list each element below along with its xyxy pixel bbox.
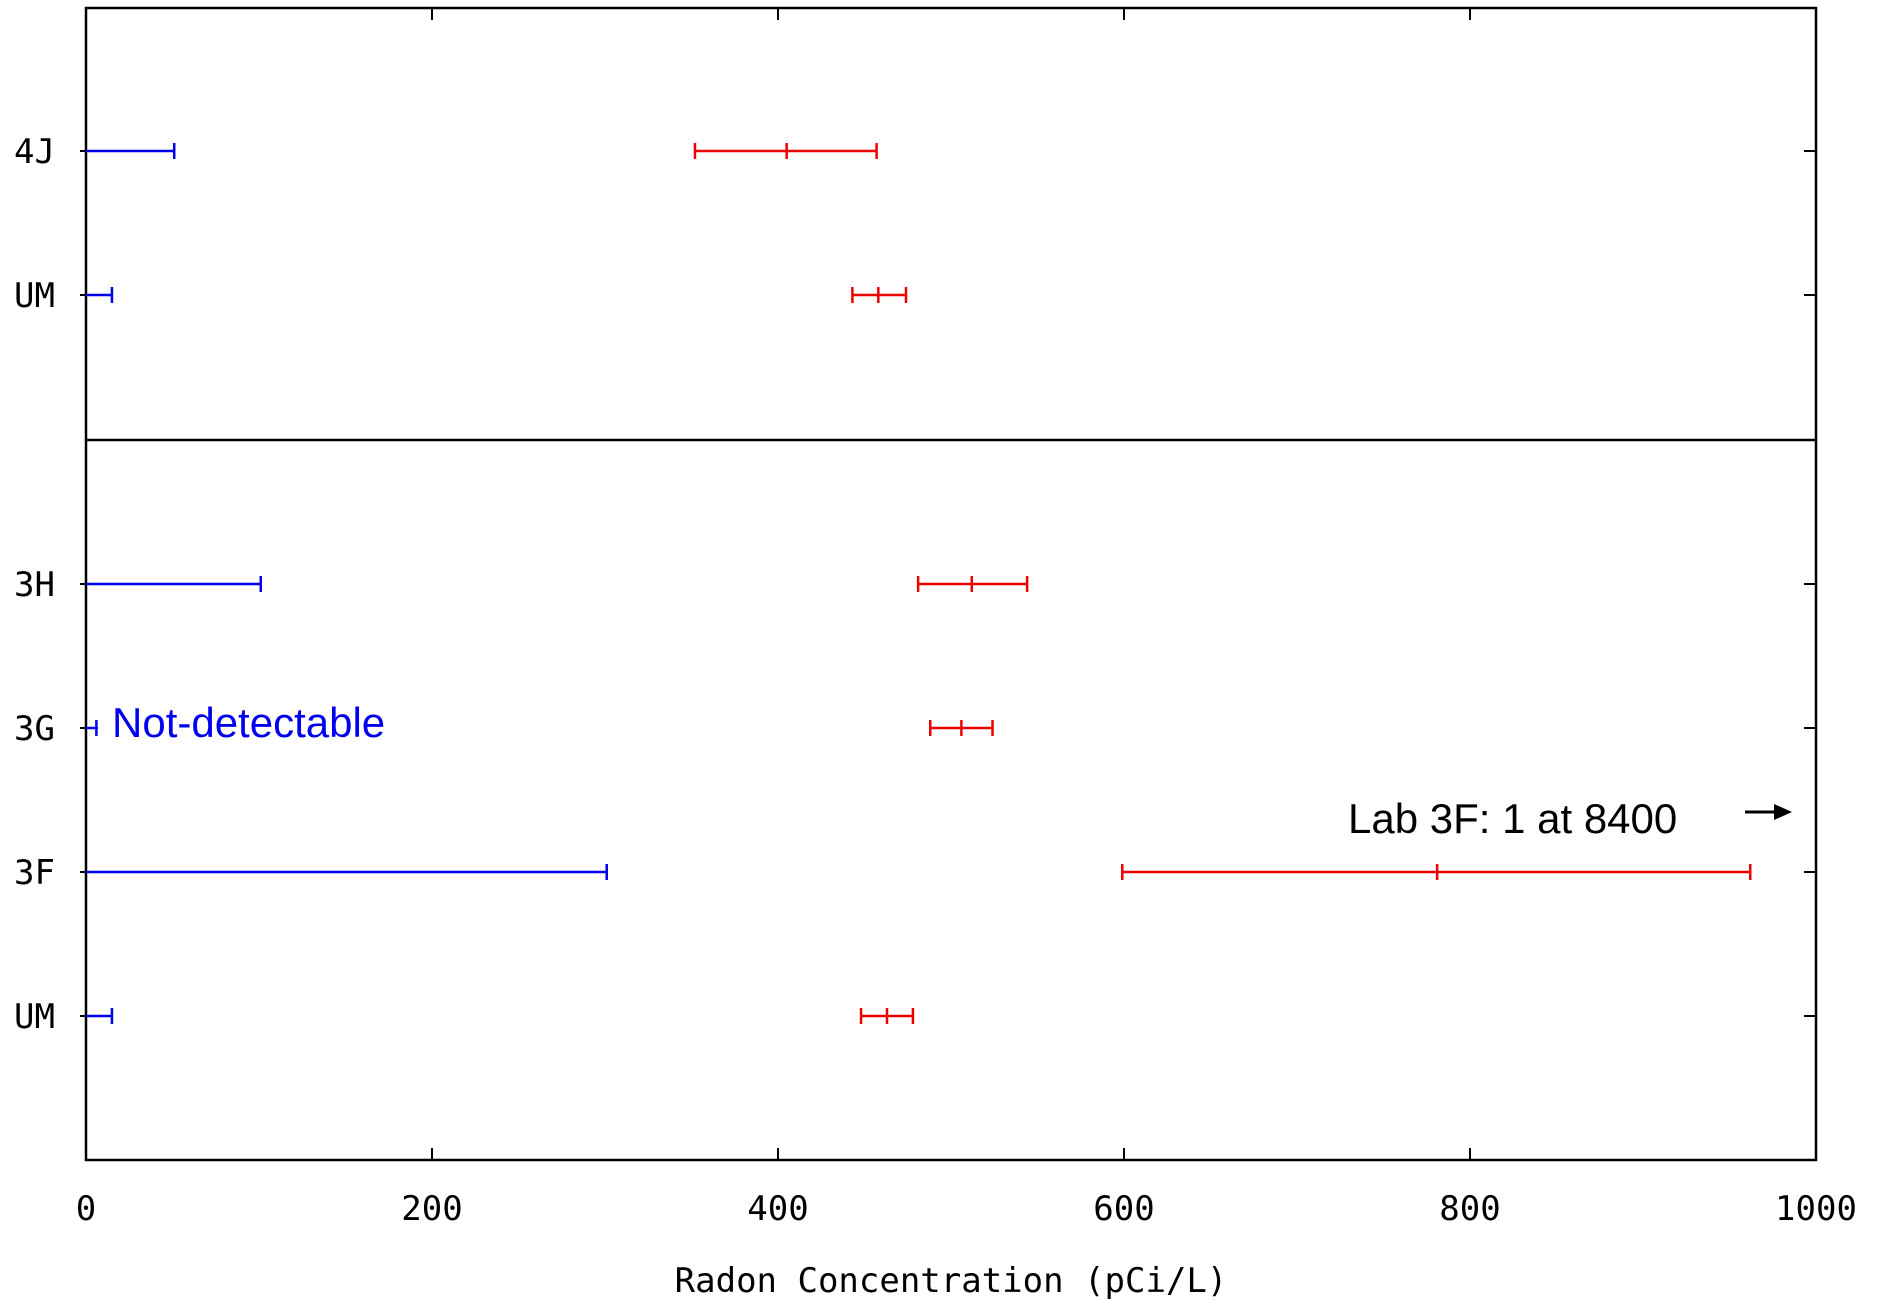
- red-errorbar: [1121, 864, 1752, 880]
- y-tick-label: 4J: [14, 132, 55, 172]
- x-tick-label: 200: [401, 1189, 462, 1229]
- x-tick-label: 1000: [1775, 1189, 1857, 1229]
- x-tick-label: 0: [76, 1189, 96, 1229]
- y-tick-label: 3H: [14, 565, 55, 605]
- blue-errorbar: [86, 864, 608, 880]
- blue-errorbar: [86, 576, 262, 592]
- red-errorbar: [928, 720, 994, 736]
- y-tick-label: UM: [14, 276, 55, 316]
- y-tick-label: UM: [14, 997, 55, 1037]
- blue-errorbar: [86, 143, 176, 159]
- outlier-arrow-icon: [1745, 804, 1792, 820]
- red-errorbar: [916, 576, 1029, 592]
- x-tick-label: 600: [1093, 1189, 1154, 1229]
- red-errorbar: [859, 1008, 915, 1024]
- y-tick-label: 3F: [14, 853, 55, 893]
- x-axis-title: Radon Concentration (pCi/L): [675, 1261, 1228, 1301]
- x-tick-label: 400: [747, 1189, 808, 1229]
- y-tick-labels: 4J UM 3H 3G 3F UM: [14, 132, 55, 1037]
- red-errorbar: [851, 287, 908, 303]
- blue-errorbar: [86, 720, 98, 736]
- x-tick-labels: 0 200 400 600 800 1000: [76, 1189, 1857, 1229]
- red-errorbar: [693, 143, 878, 159]
- x-tick-label: 800: [1439, 1189, 1500, 1229]
- y-tick-label: 3G: [14, 709, 55, 749]
- outlier-annotation: Lab 3F: 1 at 8400: [1348, 795, 1677, 842]
- not-detectable-annotation: Not-detectable: [112, 699, 385, 746]
- blue-errorbar: [86, 1008, 114, 1024]
- blue-errorbar: [86, 287, 114, 303]
- error-bars: [86, 143, 1752, 1024]
